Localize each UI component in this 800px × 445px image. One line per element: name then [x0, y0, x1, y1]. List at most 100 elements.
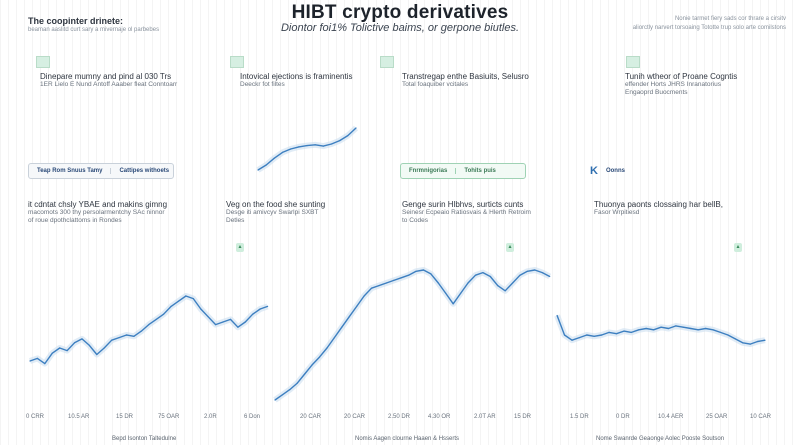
x-tick-label: 0 DR: [616, 414, 630, 420]
flag-icon: ▴: [506, 243, 514, 252]
lower-data-point: [252, 313, 254, 315]
lower-data-point: [400, 277, 402, 279]
lower-data-point: [370, 287, 373, 289]
x-tick-label: 6 Don: [244, 414, 261, 420]
lower-data-point: [185, 295, 187, 297]
x-tick-label: 0 CRR: [26, 414, 45, 420]
tab-b-1[interactable]: Fnrmnigorias: [409, 168, 448, 174]
tab-a-2[interactable]: Cattipes withoets: [110, 168, 177, 174]
panel-sub: effender Horts JHRS Inranatorius Engaopr…: [625, 81, 721, 96]
x-tick-label: 15 DR: [116, 414, 134, 420]
lower-data-point: [742, 342, 744, 344]
inset-data-point: [290, 148, 292, 150]
lower-data-point: [408, 274, 410, 276]
note-heading: Thuonya paonts clossaing har bellB,: [594, 200, 723, 209]
lower-data-point: [125, 334, 128, 336]
corner-right-line1: Nonie tarmet fiery sads cor thrare a cir…: [674, 16, 786, 22]
note-heading: Genge surin Hlbhvs, surticts cunts: [402, 200, 524, 209]
lower-data-point: [200, 308, 202, 310]
lower-data-point: [608, 331, 610, 333]
panel-heading: Dinepare mumny and pind al 030 Trs: [40, 72, 172, 81]
inset-data-point: [347, 135, 349, 137]
lower-data-point: [81, 338, 83, 340]
panel-3: Transtregap enthe Basiuits, Selusro Tota…: [402, 72, 562, 89]
x-tick-label: 10.4 AER: [658, 414, 684, 420]
lower-data-point: [667, 327, 670, 330]
k-badge[interactable]: K Oonns: [590, 165, 625, 177]
page-title: HIBT crypto derivatives: [291, 2, 509, 23]
lower-data-point: [155, 318, 157, 320]
lower-data-point: [549, 275, 551, 278]
lower-data-point: [348, 316, 350, 318]
inset-data-point: [298, 146, 300, 148]
panel-heading: Transtregap enthe Basiuits, Selusro: [402, 72, 529, 81]
k-badge-letter: K: [590, 165, 598, 177]
lower-data-point: [593, 335, 595, 337]
lower-data-point: [192, 298, 194, 300]
inset-data-point: [257, 169, 259, 171]
lower-data-point: [697, 329, 699, 331]
lower-data-point: [222, 321, 224, 323]
lower-data-point: [601, 334, 603, 336]
lower-data-point: [140, 330, 142, 332]
lower-data-point: [541, 272, 543, 274]
tab-group-a: Teap Rom Snuus Tamy Cattipes withoets: [28, 163, 174, 179]
note-sub: Fasor Wrpitiesd: [594, 209, 640, 216]
lower-band-2: [554, 314, 766, 348]
x-tick-label: 2.0T AR: [474, 414, 496, 420]
x-tick-label: 75 OAR: [158, 414, 180, 420]
note-sub: Desge iti amivcyv Swarlpi SXBT Detles: [226, 209, 319, 224]
lower-data-point: [660, 326, 662, 328]
panel-marker-icon: [230, 56, 244, 68]
lower-data-point: [111, 339, 113, 341]
lower-data-point: [682, 326, 684, 328]
lower-data-point: [452, 303, 454, 305]
inset-band-0: [256, 125, 359, 173]
inset-data-point: [265, 164, 267, 166]
lower-data-point: [653, 329, 655, 331]
lower-series-line-1: [274, 269, 551, 401]
lower-data-point: [333, 337, 335, 339]
footer-right: Nome Swanrde Geaonge Aolec Pooste Soutso…: [596, 436, 725, 442]
panel-sub: 1ER Lielo E Nund Antoff Aaaber fleat Con…: [40, 81, 178, 88]
lower-data-point: [623, 330, 625, 332]
panel-heading: Tunih wtheor of Proane Cogntis: [625, 72, 738, 81]
note-1: it cdntat chsly YBAE and makins gimng ma…: [28, 200, 208, 225]
lower-data-point: [511, 282, 514, 284]
x-tick-label: 20 CAR: [344, 414, 366, 420]
x-tick-label: 1.5 DR: [570, 414, 589, 420]
panel-sub: Total foaquiber vcitales: [402, 81, 469, 88]
x-tick-label: 4.30 OR: [428, 414, 451, 420]
tab-b-2[interactable]: Tohits puis: [455, 168, 504, 174]
lower-data-point: [415, 270, 417, 272]
lower-data-point: [311, 364, 313, 366]
lower-data-point: [274, 399, 276, 401]
lower-data-point: [519, 274, 521, 276]
lower-data-point: [712, 329, 714, 331]
lower-data-point: [66, 350, 68, 352]
lower-data-point: [163, 313, 165, 315]
lower-data-point: [244, 321, 246, 323]
panel-1: Dinepare mumny and pind al 030 Trs 1ER L…: [40, 72, 200, 89]
k-badge-label: Oonns: [605, 168, 625, 174]
inset-data-point: [322, 145, 324, 147]
lower-data-point: [341, 326, 343, 328]
inset-data-point: [306, 145, 308, 147]
corner-right-line2: aliorctly narvert torsoaing Tototte trup…: [632, 25, 786, 31]
lower-data-point: [289, 389, 291, 391]
note-sub: Seinesr Ecpeaio Ratiosvais & Hlerth Retr…: [402, 209, 531, 224]
note-heading: it cdntat chsly YBAE and makins gimng: [28, 200, 168, 209]
lower-data-point: [645, 327, 647, 330]
x-tick-label: 25 OAR: [706, 414, 728, 420]
lower-data-point: [489, 275, 491, 278]
inset-data-point: [330, 143, 333, 145]
lower-data-point: [363, 295, 365, 297]
lower-data-point: [638, 329, 640, 331]
lower-band-1: [273, 267, 552, 403]
lower-data-point: [326, 347, 328, 349]
note-heading: Veg on the food she sunting: [226, 200, 326, 209]
panel-2: Intovical ejections is framinentis Deeck…: [240, 72, 380, 89]
lower-data-point: [571, 339, 573, 341]
lower-data-point: [563, 334, 566, 336]
tab-a-1[interactable]: Teap Rom Snuus Tamy: [37, 168, 103, 174]
